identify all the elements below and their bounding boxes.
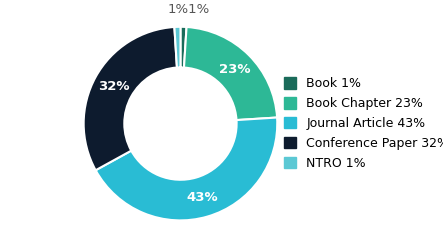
Wedge shape [180,27,187,68]
Wedge shape [96,118,277,220]
Legend: Book 1%, Book Chapter 23%, Journal Article 43%, Conference Paper 32%, NTRO 1%: Book 1%, Book Chapter 23%, Journal Artic… [279,72,443,175]
Text: 1%1%: 1%1% [167,3,210,16]
Text: 32%: 32% [98,80,129,93]
Wedge shape [84,27,177,170]
Wedge shape [175,27,180,68]
Text: 23%: 23% [219,63,250,76]
Wedge shape [184,27,277,120]
Text: 43%: 43% [186,191,218,203]
